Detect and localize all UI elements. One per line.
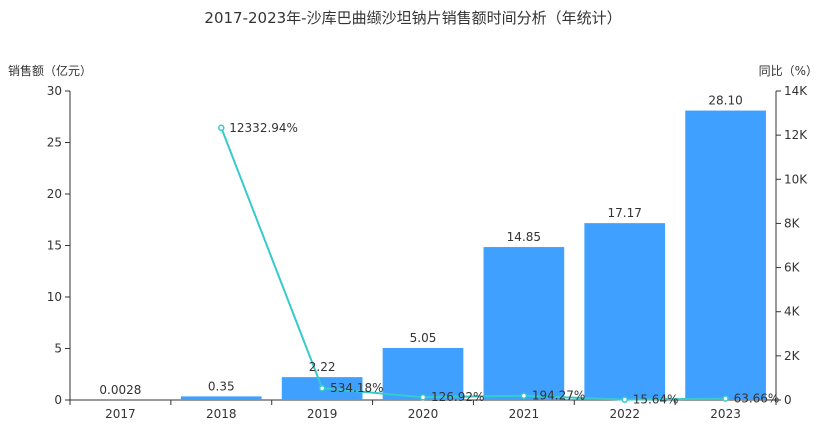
line-point[interactable]: [621, 396, 628, 403]
bar-series: [80, 110, 766, 400]
y-left-tick-label: 5: [54, 342, 62, 356]
x-tick-label: 2019: [307, 407, 338, 421]
y-left-tick-label: 20: [47, 187, 62, 201]
y-right-tick-label: 4K: [784, 305, 801, 319]
yoy-line: [220, 127, 726, 401]
bar[interactable]: [180, 396, 262, 400]
bar-value-label: 0.0028: [99, 383, 141, 397]
line-value-label: 534.18%: [330, 381, 383, 395]
y-right-tick-label: 8K: [784, 216, 801, 230]
y-right-tick-label: 10K: [784, 172, 808, 186]
chart-title: 2017-2023年-沙库巴曲缬沙坦钠片销售额时间分析（年统计）: [204, 9, 622, 27]
bar-value-label: 28.10: [708, 94, 742, 108]
line-value-label: 126.92%: [431, 390, 484, 404]
y-axis-left-label: 销售额（亿元）: [8, 63, 92, 78]
y-right-tick-label: 14K: [784, 84, 808, 98]
bar-value-label: 14.85: [507, 230, 541, 244]
y-left-tick-label: 15: [47, 239, 62, 253]
line-point[interactable]: [218, 124, 225, 132]
bar-value-label: 5.05: [410, 331, 437, 345]
data-labels: 0.0028 0.35 2.22 5.05 14.85 17.17 28.10 12332.9…: [99, 94, 779, 407]
y-axis-right-label: 同比（%）: [759, 64, 818, 78]
bar[interactable]: [483, 247, 565, 400]
x-tick-label: 2020: [408, 407, 439, 421]
y-right-tick-label: 2K: [784, 349, 801, 363]
line-series: [218, 124, 729, 403]
y-right-tick-label: 12K: [784, 128, 808, 142]
line-value-label: 194.27%: [532, 389, 585, 403]
line-point[interactable]: [419, 393, 427, 401]
y-left-tick-label: 10: [47, 290, 62, 304]
line-point[interactable]: [520, 392, 528, 399]
x-tick-label: 2017: [105, 407, 136, 421]
x-tick-label: 2018: [206, 407, 237, 421]
y-right-tick-label: 6K: [784, 261, 801, 275]
x-tick-label: 2022: [609, 407, 640, 421]
bar[interactable]: [584, 223, 666, 400]
line-value-label: 63.66%: [734, 392, 780, 406]
bar[interactable]: [382, 347, 464, 400]
y-left-tick-label: 30: [47, 84, 62, 98]
y-right-tick-label: 0: [784, 393, 792, 407]
bar-value-label: 0.35: [208, 379, 235, 393]
bar-value-label: 2.22: [309, 360, 336, 374]
bar[interactable]: [685, 110, 766, 400]
line-value-label: 15.64%: [633, 393, 679, 407]
y-left-tick-label: 0: [54, 393, 62, 407]
x-tick-label: 2021: [509, 407, 540, 421]
y-left-tick-label: 25: [47, 136, 62, 150]
line-point[interactable]: [722, 395, 729, 402]
x-tick-label: 2023: [710, 407, 741, 421]
axes-group: 0 5 10 15 20 25 30 0 2K 4K 6K 8K 10K 12K 14K 2017 2018 20…: [47, 84, 809, 421]
line-value-label: 12332.94%: [229, 121, 298, 135]
line-point[interactable]: [318, 384, 326, 392]
bar-value-label: 17.17: [608, 206, 642, 220]
